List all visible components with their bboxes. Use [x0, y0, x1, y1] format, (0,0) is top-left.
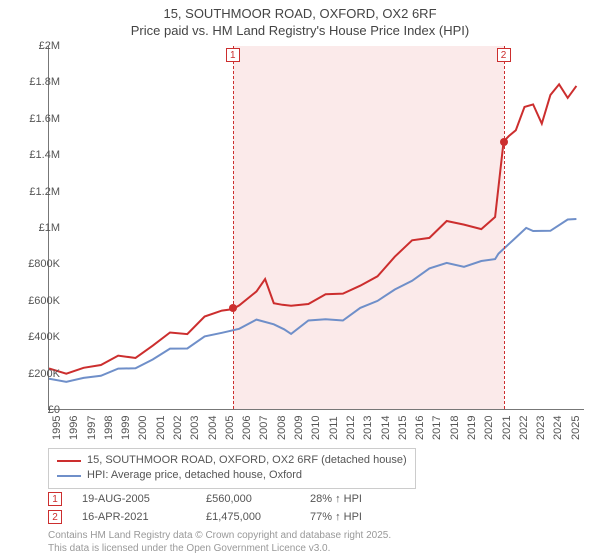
sale-marker-box: 2	[497, 48, 511, 62]
x-tick-label: 2021	[501, 416, 513, 440]
sale-date-2: 16-APR-2021	[82, 511, 192, 523]
sale-price-1: £560,000	[206, 493, 296, 505]
series-svg	[49, 46, 585, 410]
sale-hpi-1: 28% ↑ HPI	[310, 493, 430, 505]
legend-item-hpi: HPI: Average price, detached house, Oxfo…	[57, 468, 407, 483]
x-tick-label: 2000	[137, 416, 149, 440]
sale-marker-2: 2	[48, 510, 62, 524]
x-tick-label: 2017	[431, 416, 443, 440]
x-tick-label: 2024	[552, 416, 564, 440]
legend-label-price-paid: 15, SOUTHMOOR ROAD, OXFORD, OX2 6RF (det…	[87, 453, 407, 468]
x-tick-label: 1999	[120, 416, 132, 440]
x-tick-label: 2025	[570, 416, 582, 440]
x-tick-label: 1995	[51, 416, 63, 440]
x-tick-label: 2016	[414, 416, 426, 440]
y-tick-label: £1.4M	[16, 149, 60, 161]
sale-date-1: 19-AUG-2005	[82, 493, 192, 505]
x-tick-label: 1997	[86, 416, 98, 440]
legend-label-hpi: HPI: Average price, detached house, Oxfo…	[87, 468, 302, 483]
plot-area: 12	[48, 46, 584, 410]
legend-swatch-price-paid	[57, 460, 81, 462]
x-tick-label: 2015	[397, 416, 409, 440]
x-tick-label: 2001	[155, 416, 167, 440]
legend: 15, SOUTHMOOR ROAD, OXFORD, OX2 6RF (det…	[48, 448, 416, 489]
x-tick-label: 1996	[68, 416, 80, 440]
y-tick-label: £2M	[16, 40, 60, 52]
sale-point-dot	[229, 304, 237, 312]
x-tick-label: 2010	[310, 416, 322, 440]
sale-vline	[233, 46, 234, 409]
y-tick-label: £800K	[16, 258, 60, 270]
x-tick-label: 2020	[483, 416, 495, 440]
x-tick-label: 2002	[172, 416, 184, 440]
legend-swatch-hpi	[57, 475, 81, 477]
x-tick-label: 2011	[328, 416, 340, 440]
x-tick-label: 2006	[241, 416, 253, 440]
x-tick-label: 2023	[535, 416, 547, 440]
legend-item-price-paid: 15, SOUTHMOOR ROAD, OXFORD, OX2 6RF (det…	[57, 453, 407, 468]
chart-container: 15, SOUTHMOOR ROAD, OXFORD, OX2 6RF Pric…	[0, 0, 600, 560]
sale-row-2: 2 16-APR-2021 £1,475,000 77% ↑ HPI	[48, 508, 430, 526]
y-tick-label: £200K	[16, 368, 60, 380]
y-tick-label: £600K	[16, 295, 60, 307]
sale-price-2: £1,475,000	[206, 511, 296, 523]
footer-line-2: This data is licensed under the Open Gov…	[48, 543, 391, 556]
x-tick-label: 2018	[449, 416, 461, 440]
x-tick-label: 1998	[103, 416, 115, 440]
x-tick-label: 2008	[276, 416, 288, 440]
y-tick-label: £1.8M	[16, 76, 60, 88]
y-tick-label: £1.2M	[16, 186, 60, 198]
x-tick-label: 2007	[258, 416, 270, 440]
sale-marker-box: 1	[226, 48, 240, 62]
x-tick-label: 2005	[224, 416, 236, 440]
plot-background: 12	[48, 46, 584, 410]
sale-point-dot	[500, 138, 508, 146]
y-tick-label: £1M	[16, 222, 60, 234]
x-tick-label: 2022	[518, 416, 530, 440]
footer-attribution: Contains HM Land Registry data © Crown c…	[48, 530, 391, 555]
x-tick-label: 2003	[189, 416, 201, 440]
title-line-1: 15, SOUTHMOOR ROAD, OXFORD, OX2 6RF	[0, 6, 600, 23]
sale-row-1: 1 19-AUG-2005 £560,000 28% ↑ HPI	[48, 490, 430, 508]
sale-vline	[504, 46, 505, 409]
title-line-2: Price paid vs. HM Land Registry's House …	[0, 23, 600, 40]
x-tick-label: 2019	[466, 416, 478, 440]
x-tick-label: 2004	[207, 416, 219, 440]
y-tick-label: £1.6M	[16, 113, 60, 125]
sale-marker-1: 1	[48, 492, 62, 506]
y-tick-label: £400K	[16, 331, 60, 343]
x-tick-label: 2014	[380, 416, 392, 440]
sales-table: 1 19-AUG-2005 £560,000 28% ↑ HPI 2 16-AP…	[48, 490, 430, 526]
series-price_paid	[49, 84, 576, 373]
sale-hpi-2: 77% ↑ HPI	[310, 511, 430, 523]
x-tick-label: 2013	[362, 416, 374, 440]
x-tick-label: 2012	[345, 416, 357, 440]
x-tick-label: 2009	[293, 416, 305, 440]
y-tick-label: £0	[16, 404, 60, 416]
chart-title: 15, SOUTHMOOR ROAD, OXFORD, OX2 6RF Pric…	[0, 0, 600, 40]
footer-line-1: Contains HM Land Registry data © Crown c…	[48, 530, 391, 543]
